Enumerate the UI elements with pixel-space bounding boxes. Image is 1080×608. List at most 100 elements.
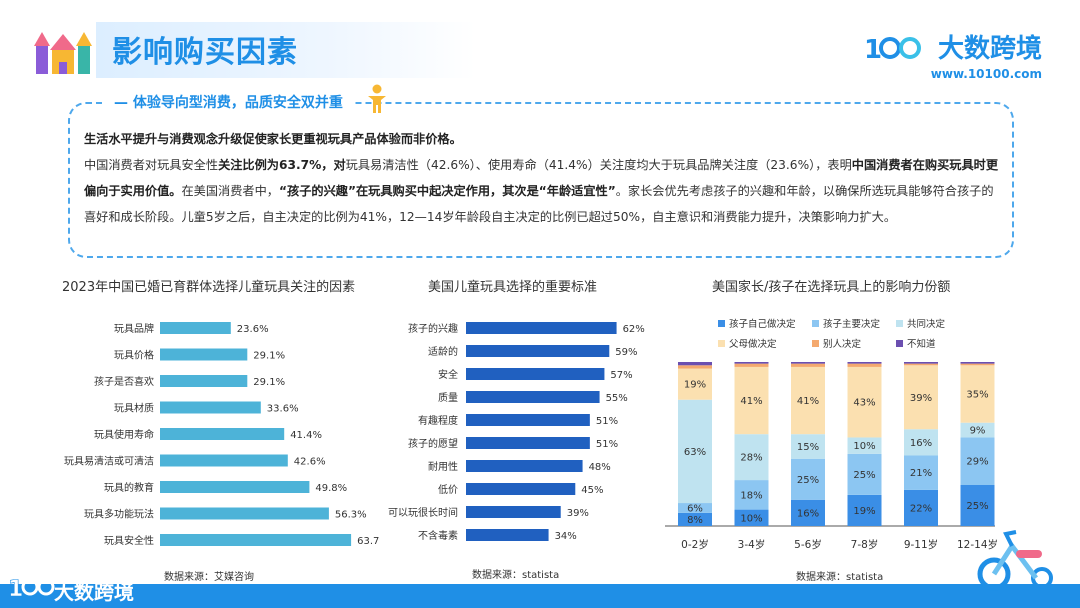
y-tick-label: 孩子的兴趣 [408, 322, 458, 335]
stacked-bar-segment [791, 362, 825, 364]
x-tick-label: 12-14岁 [957, 538, 998, 551]
footer-bar [0, 584, 1080, 608]
data-label: 16% [797, 508, 819, 519]
chart2-title: 美国儿童玩具选择的重要标准 [428, 280, 598, 295]
bar [466, 529, 549, 541]
footer-brand: 大数跨境 [54, 580, 134, 604]
stacked-bar-segment [734, 509, 769, 526]
stacked-bar-segment [847, 453, 882, 495]
data-label: 10% [853, 441, 875, 452]
brand-block: 大数跨境 www.10100.com [931, 28, 1042, 81]
data-label: 43% [853, 398, 875, 409]
legend-swatch [812, 320, 819, 327]
toy-castle-icon [34, 32, 92, 74]
data-label: 59% [615, 347, 637, 358]
stacked-bar-segment [734, 363, 769, 367]
data-label: 34% [555, 531, 577, 542]
stacked-bar-segment [791, 458, 825, 500]
brand-url: www.10100.com [930, 67, 1042, 81]
y-tick-label: 不含毒素 [418, 529, 458, 542]
stacked-bar-segment [678, 399, 712, 504]
bar [160, 348, 248, 361]
chart1-title: 2023年中国已婚已育群体选择儿童玩具关注的因素 [62, 280, 356, 295]
summary-heading-text: 体验导向型消费，品质安全双并重 [132, 95, 343, 111]
bar [160, 534, 352, 546]
data-label: 29.1% [253, 377, 285, 388]
svg-text:1: 1 [864, 35, 882, 65]
title-band [96, 22, 476, 78]
data-label: 51% [596, 416, 618, 427]
y-tick-label: 玩具安全性 [104, 534, 154, 547]
legend-swatch [718, 340, 725, 347]
bar [466, 460, 583, 472]
legend-label: 别人决定 [823, 338, 862, 350]
stacked-bar-segment [734, 480, 769, 510]
bar [160, 322, 231, 334]
summary-box [68, 102, 1014, 258]
data-label: 39% [910, 393, 932, 404]
stacked-bar-segment [678, 512, 712, 526]
y-tick-label: 玩具易清洁或可清洁 [64, 455, 154, 468]
stacked-bar-segment [791, 366, 825, 435]
stacked-bar-segment [847, 363, 882, 367]
brand-name: 大数跨境 [937, 34, 1042, 64]
data-label: 33.6% [267, 404, 299, 415]
data-label: 63.7% [357, 536, 380, 547]
legend-swatch [896, 320, 903, 327]
y-tick-label: 孩子是否喜欢 [94, 375, 154, 388]
legend-label: 父母做决定 [729, 338, 777, 350]
data-label: 9% [970, 426, 986, 437]
bar [160, 507, 329, 520]
data-label: 45% [581, 485, 603, 496]
stacked-bar-segment [847, 366, 882, 438]
stacked-bar-segment [791, 434, 825, 459]
x-tick-label: 0-2岁 [681, 538, 709, 551]
legend-swatch [812, 340, 819, 347]
data-label: 19% [684, 380, 706, 391]
summary-body: 生活水平提升与消费观念升级促使家长更重视玩具产品体验而非价格。 中国消费者对玩具… [84, 126, 1004, 230]
data-label: 41% [740, 396, 762, 407]
y-tick-label: 安全 [438, 368, 458, 381]
stacked-bar-segment [847, 437, 882, 454]
person-icon [368, 84, 386, 113]
y-tick-label: 有趣程度 [418, 414, 458, 427]
stacked-bar-segment [734, 434, 769, 481]
stacked-bar-segment [847, 362, 882, 364]
chart3-title: 美国家长/孩子在选择玩具上的影响力份额 [712, 280, 951, 295]
data-label: 35% [966, 389, 988, 400]
svg-text:1: 1 [8, 577, 23, 602]
data-label: 42.6% [294, 457, 326, 468]
data-label: 25% [966, 501, 988, 512]
data-label: 22% [910, 503, 932, 514]
stacked-bar-segment [960, 422, 995, 438]
bar [160, 401, 261, 414]
y-tick-label: 可以玩很长时间 [388, 506, 458, 519]
stacked-bar-segment [960, 437, 995, 485]
stacked-bar-segment [960, 362, 995, 364]
bar [160, 428, 285, 440]
stacked-bar-segment [904, 363, 938, 366]
data-label: 55% [606, 393, 628, 404]
stacked-bar-segment [904, 365, 938, 430]
summary-lead: 生活水平提升与消费观念升级促使家长更重视玩具产品体验而非价格。 [84, 132, 462, 146]
stacked-bar-segment [904, 362, 938, 364]
stacked-bar-segment [960, 485, 995, 526]
y-tick-label: 孩子的愿望 [408, 437, 458, 450]
page-title: 影响购买因素 [112, 35, 298, 70]
stacked-bar-segment [791, 363, 825, 367]
data-label: 48% [589, 462, 611, 473]
stacked-bar-segment [960, 365, 995, 423]
y-tick-label: 玩具材质 [114, 402, 154, 415]
data-label: 6% [687, 503, 703, 514]
data-label: 25% [797, 475, 819, 486]
y-tick-label: 玩具多功能玩法 [84, 508, 154, 521]
stacked-bar-segment [904, 455, 938, 490]
legend-label: 共同决定 [907, 318, 946, 330]
data-label: 16% [910, 438, 932, 449]
source-right: 数据来源：statista [796, 572, 884, 583]
footer-logo-icon: 1 [8, 577, 55, 602]
data-label: 18% [740, 490, 762, 501]
bar [466, 414, 590, 426]
bar [466, 483, 576, 495]
data-label: 10% [740, 513, 762, 524]
